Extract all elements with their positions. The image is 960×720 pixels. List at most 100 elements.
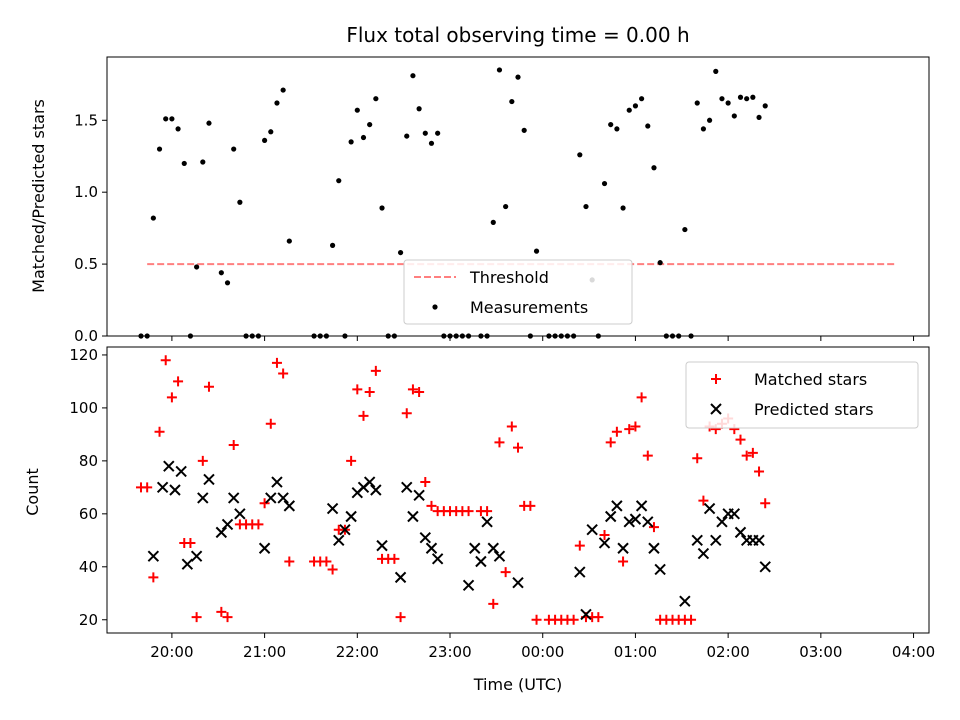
measurement-point	[391, 333, 397, 339]
predicted-star-marker	[258, 542, 271, 554]
measurement-point	[354, 107, 360, 113]
predicted-star-marker	[425, 542, 438, 554]
measurement-point	[323, 333, 330, 339]
matched-star-marker	[166, 392, 177, 403]
matched-star-marker	[506, 421, 517, 432]
matched-star-marker	[173, 376, 184, 387]
matched-star-marker	[154, 426, 165, 437]
matched-star-marker	[284, 556, 295, 567]
measurement-point	[546, 333, 552, 339]
x-tick-label: 00:00	[521, 643, 564, 661]
measurement-point	[756, 114, 762, 121]
measurement-point	[651, 165, 657, 171]
matched-star-marker	[216, 606, 227, 617]
measurement-point	[632, 103, 639, 109]
matched-star-marker	[185, 537, 196, 548]
matched-star-marker	[222, 612, 233, 623]
predicted-star-marker	[265, 492, 277, 504]
measurement-point	[509, 98, 515, 105]
measurement-point	[373, 96, 379, 102]
measurement-point	[447, 333, 453, 339]
bottom-y-tick-label: 120	[69, 346, 98, 364]
legend-measurements-swatch	[432, 304, 438, 310]
chart-title: Flux total observing time = 0.00 h	[346, 23, 689, 47]
predicted-star-marker	[493, 550, 506, 562]
measurement-point	[465, 333, 472, 339]
predicted-star-marker	[370, 484, 382, 496]
predicted-star-marker	[629, 513, 642, 525]
matched-star-marker	[574, 540, 585, 551]
measurement-point	[200, 159, 206, 165]
predicted-star-marker	[197, 492, 209, 504]
matched-star-marker	[160, 355, 171, 366]
measurement-point	[669, 333, 676, 339]
measurement-point	[249, 333, 255, 339]
matched-star-marker	[636, 392, 647, 403]
matched-star-marker	[747, 447, 758, 458]
bottom-legend-box	[685, 361, 919, 429]
predicted-star-marker	[759, 561, 771, 573]
matched-star-marker	[352, 384, 363, 395]
matched-star-marker	[401, 408, 412, 419]
matched-star-marker	[148, 572, 159, 583]
matched-star-marker	[513, 442, 523, 453]
top-y-tick-label: 1.0	[74, 183, 98, 201]
predicted-star-marker	[376, 539, 388, 552]
predicted-star-marker	[339, 524, 351, 536]
measurement-point	[719, 96, 725, 102]
top-legend-box	[403, 259, 633, 325]
measurement-point	[224, 280, 231, 286]
measurement-point	[595, 333, 601, 339]
measurement-point	[558, 333, 564, 339]
matched-star-marker	[407, 384, 418, 395]
matched-star-marker	[494, 437, 505, 448]
matched-star-marker	[760, 498, 771, 509]
matched-star-marker	[327, 564, 338, 575]
matched-star-marker	[593, 612, 604, 623]
measurement-point	[336, 178, 342, 184]
predicted-star-marker	[586, 524, 598, 536]
predicted-star-marker	[419, 531, 432, 544]
matched-star-marker	[630, 421, 641, 432]
predicted-star-marker	[283, 500, 296, 512]
matched-star-marker	[698, 495, 709, 506]
predicted-star-marker	[271, 476, 283, 488]
x-tick-label: 01:00	[614, 643, 657, 661]
measurement-point	[626, 107, 632, 113]
measurement-point	[385, 333, 391, 339]
predicted-star-marker	[413, 489, 425, 502]
predicted-star-marker	[163, 460, 175, 472]
measurement-point	[706, 117, 713, 123]
measurement-point	[175, 126, 181, 132]
top-y-tick-label: 0.5	[74, 255, 98, 273]
measurement-point	[700, 126, 707, 132]
predicted-star-marker	[469, 542, 481, 554]
matched-star-marker	[599, 530, 610, 541]
legend-threshold-label: Threshold	[469, 268, 549, 287]
measurement-point	[744, 96, 750, 102]
x-tick-label: 03:00	[799, 643, 842, 661]
measurement-point	[404, 133, 410, 139]
x-axis-label: Time (UTC)	[473, 675, 562, 694]
measurement-point	[144, 333, 150, 339]
measurement-point	[608, 121, 614, 128]
bottom-axes-frame	[106, 346, 930, 634]
matched-star-marker	[278, 368, 289, 379]
matched-star-marker	[414, 387, 425, 398]
bottom-y-tick-label: 100	[69, 399, 98, 417]
legend-predicted-swatch	[710, 403, 722, 415]
matched-star-marker	[271, 357, 282, 368]
measurement-point	[496, 67, 503, 73]
legend-matched-swatch	[711, 374, 721, 384]
predicted-star-marker	[611, 500, 623, 512]
predicted-star-marker	[169, 484, 181, 496]
measurement-point	[169, 116, 175, 122]
measurement-point	[725, 100, 731, 106]
measurement-point	[181, 160, 187, 167]
predicted-star-marker	[648, 542, 660, 554]
matched-star-marker	[389, 553, 400, 564]
predicted-star-marker	[363, 476, 376, 488]
predicted-star-marker	[407, 510, 419, 523]
measurement-point	[552, 333, 558, 339]
